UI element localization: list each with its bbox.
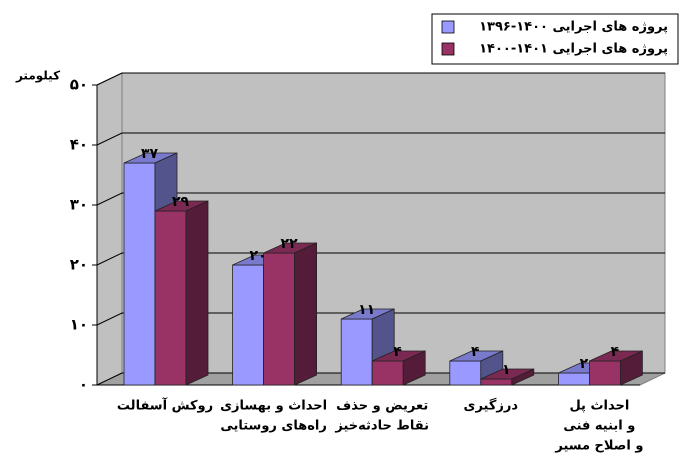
bar — [480, 368, 535, 386]
y-axis-label: کیلومتر — [15, 69, 60, 84]
grid-line — [96, 252, 665, 266]
value-label: ۲۹ — [172, 194, 190, 210]
bar-front — [340, 318, 373, 386]
legend-label: پروژه های اجرایی ۱۴۰۱-۱۴۰۰ — [479, 42, 668, 57]
x-tick-label: تعریض و حذف — [336, 399, 428, 414]
grid-line — [96, 132, 665, 146]
bar-front — [232, 264, 265, 386]
value-label: ۳۷ — [141, 146, 159, 162]
value-label: ۲۰ — [250, 248, 267, 264]
bar — [154, 200, 209, 386]
x-tick-label: و ابنیه فنی — [563, 419, 635, 434]
grid-line — [96, 72, 665, 86]
legend-swatch — [441, 42, 455, 56]
x-tick-label: راه‌های روستایی — [220, 419, 327, 434]
x-tick-label: و اصلاح مسیر — [554, 439, 643, 454]
bar-front — [480, 378, 513, 386]
value-label: ۱۱ — [358, 302, 375, 318]
bar-side — [402, 350, 426, 386]
y-tick-label: ۱۰ — [70, 316, 88, 334]
side-wall — [96, 72, 123, 386]
bar-front — [371, 360, 404, 386]
bar-front — [589, 360, 621, 386]
bar-side — [185, 200, 209, 386]
grid-line — [96, 192, 665, 206]
y-tick-label: ۵۰ — [70, 76, 88, 94]
grid-line — [96, 312, 665, 326]
legend-label: پروژه های اجرایی ۱۴۰۰-۱۳۹۶ — [479, 20, 668, 35]
y-tick-label: ۳۰ — [70, 196, 88, 214]
bar-side — [294, 242, 318, 386]
value-label: ۴ — [471, 344, 480, 360]
bar-front — [154, 210, 187, 386]
x-tick-label: نقاط حادثه‌خیز — [334, 419, 429, 434]
y-tick-label: ۲۰ — [70, 256, 88, 274]
bar — [263, 242, 318, 386]
bar — [589, 350, 643, 386]
value-label: ۲۲ — [281, 236, 299, 252]
legend-box — [431, 13, 679, 65]
x-tick-label: احداث و بهسازی — [220, 399, 327, 414]
value-label: ۴ — [611, 344, 620, 360]
y-tick-label: ۴۰ — [70, 136, 88, 154]
bar — [371, 350, 426, 386]
bar-front — [449, 360, 482, 386]
legend-swatch — [441, 20, 455, 34]
value-label: ۲ — [580, 356, 589, 372]
x-tick-label: احداث پل — [569, 399, 629, 414]
x-tick-label: درزگیری — [464, 398, 519, 414]
bar-side — [511, 368, 535, 386]
y-tick-label: ۰ — [79, 376, 88, 394]
bar-side — [620, 350, 643, 386]
x-tick-label: روکش آسفالت — [117, 397, 213, 414]
value-label: ۴ — [393, 344, 402, 360]
bar-front — [123, 162, 156, 386]
bar-front — [558, 372, 590, 386]
value-label: ۱ — [502, 362, 511, 378]
bar-front — [263, 252, 296, 386]
